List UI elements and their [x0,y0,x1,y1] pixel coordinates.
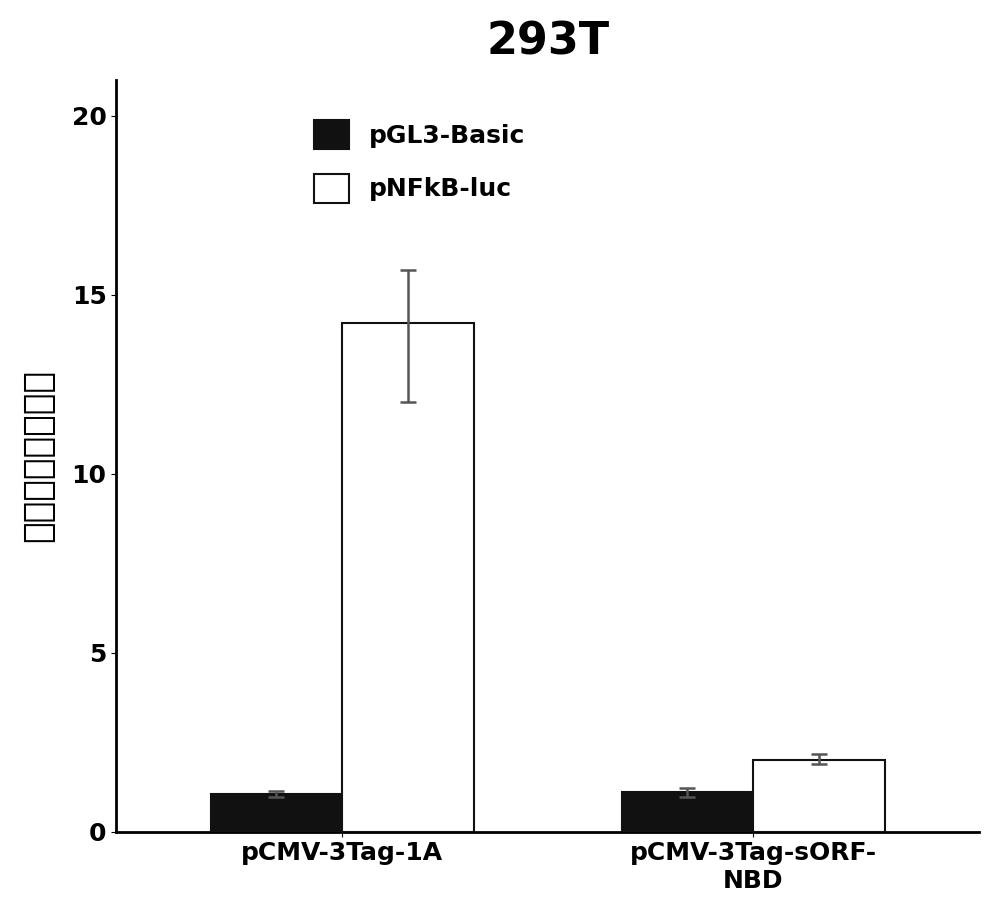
Legend: pGL3-Basic, pNFkB-luc: pGL3-Basic, pNFkB-luc [301,107,538,215]
Bar [622,792,753,832]
Y-axis label: 相对荧光素酶活性: 相对荧光素酶活性 [21,369,55,542]
Bar [753,760,885,832]
Title: 293T: 293T [486,21,609,64]
Bar [211,794,342,832]
Bar [342,324,474,832]
